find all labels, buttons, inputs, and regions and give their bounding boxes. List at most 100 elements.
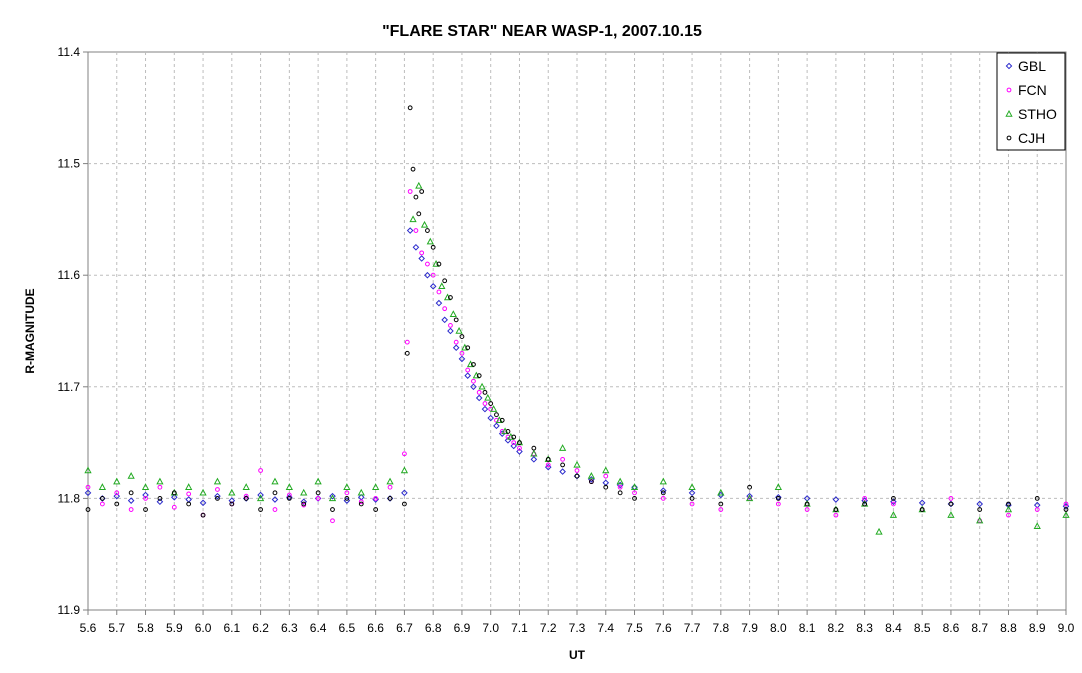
data-point-gbl (214, 492, 221, 500)
data-point-fcn (114, 490, 120, 496)
data-point-fcn (128, 507, 134, 512)
data-point-fcn (1034, 507, 1040, 512)
data-point-cjh (718, 501, 724, 507)
data-point-gbl (412, 243, 420, 251)
data-point-stho (242, 483, 250, 490)
data-point-gbl (401, 489, 408, 497)
data-point-stho (1033, 522, 1041, 529)
legend-item-gbl: GBL (1005, 58, 1046, 74)
data-point-stho (400, 466, 409, 474)
data-point-stho (228, 488, 236, 496)
data-point-cjh (833, 507, 839, 512)
x-tick-label: 7.5 (626, 621, 643, 635)
data-point-stho (602, 466, 610, 474)
data-point-gbl (976, 500, 984, 508)
data-point-gbl (890, 498, 897, 506)
y-tick-label: 11.5 (58, 157, 81, 171)
data-point-stho (199, 488, 207, 496)
data-point-fcn (404, 339, 410, 345)
data-point-stho (616, 477, 624, 485)
data-point-gbl (418, 255, 425, 262)
data-point-stho (449, 310, 457, 317)
data-point-stho (875, 527, 883, 535)
data-point-fcn (603, 473, 609, 479)
data-point-cjh (407, 105, 413, 111)
data-point-cjh (448, 295, 453, 300)
legend-label-stho: STHO (1018, 106, 1057, 122)
legend-marker-gbl (1005, 62, 1013, 70)
data-point-cjh (511, 434, 517, 440)
data-point-fcn (476, 389, 482, 395)
x-tick-label: 8.1 (799, 621, 816, 635)
data-point-cjh (286, 496, 292, 501)
data-point-stho (889, 511, 898, 518)
data-point-stho (455, 326, 463, 334)
data-point-gbl (424, 271, 431, 279)
data-point-fcn (718, 507, 724, 512)
data-point-stho (976, 516, 984, 524)
data-point-cjh (660, 490, 666, 496)
x-tick-label: 8.4 (885, 621, 902, 635)
data-point-fcn (402, 451, 407, 457)
legend-label-gbl: GBL (1018, 58, 1046, 74)
x-tick-label: 8.9 (1029, 621, 1046, 635)
x-tick-label: 6.1 (223, 621, 240, 635)
x-tick-label: 7.4 (597, 621, 614, 635)
data-point-stho (587, 472, 596, 479)
data-point-fcn (358, 499, 364, 505)
data-point-stho (688, 483, 696, 490)
y-axis-label: R-MAGNITUDE (23, 288, 37, 373)
data-point-stho (630, 483, 639, 490)
data-point-stho (1004, 505, 1013, 513)
data-point-cjh (603, 484, 609, 490)
data-point-gbl (406, 227, 414, 234)
data-point-fcn (430, 272, 436, 278)
y-tick-label: 11.8 (58, 491, 81, 505)
data-point-fcn (482, 401, 488, 406)
data-point-gbl (475, 394, 483, 402)
data-point-stho (256, 494, 265, 502)
data-point-fcn (775, 501, 781, 507)
x-tick-label: 7.1 (511, 621, 528, 635)
data-point-gbl (688, 489, 696, 497)
data-point-fcn (560, 456, 566, 462)
legend-marker-stho (1005, 109, 1013, 117)
x-tick-label: 6.5 (339, 621, 356, 635)
x-tick-label: 8.7 (971, 621, 988, 635)
data-point-cjh (85, 507, 91, 512)
x-tick-label: 7.9 (741, 621, 758, 635)
data-point-fcn (143, 496, 148, 501)
data-point-gbl (271, 496, 279, 503)
data-point-cjh (977, 507, 983, 512)
data-point-cjh (243, 496, 249, 501)
data-point-stho (659, 477, 667, 485)
data-point-gbl (493, 422, 500, 430)
data-point-fcn (407, 189, 413, 194)
data-point-cjh (689, 496, 695, 501)
data-point-cjh (804, 501, 810, 507)
data-point-stho (156, 477, 164, 485)
data-point-gbl (717, 491, 725, 499)
data-point-gbl (329, 492, 336, 500)
data-point-cjh (1034, 496, 1040, 501)
data-point-fcn (442, 306, 448, 312)
x-tick-label: 6.4 (310, 621, 327, 635)
data-point-stho (84, 466, 92, 474)
x-tick-label: 7.3 (569, 621, 586, 635)
chart-title: "FLARE STAR" NEAR WASP-1, 2007.10.15 (382, 23, 702, 40)
data-point-cjh (505, 429, 511, 434)
x-tick-label: 8.2 (828, 621, 845, 635)
data-point-fcn (660, 496, 666, 501)
data-point-gbl (516, 448, 523, 455)
data-point-stho (426, 237, 434, 245)
data-point-cjh (747, 484, 752, 490)
data-point-gbl (199, 499, 207, 507)
data-point-cjh (430, 244, 436, 250)
data-point-cjh (471, 362, 476, 367)
x-tick-label: 7.2 (540, 621, 557, 635)
data-point-gbl (481, 405, 489, 413)
data-point-cjh (410, 166, 416, 172)
data-point-stho (113, 477, 121, 485)
data-point-cjh (258, 507, 263, 512)
data-point-cjh (272, 490, 278, 496)
